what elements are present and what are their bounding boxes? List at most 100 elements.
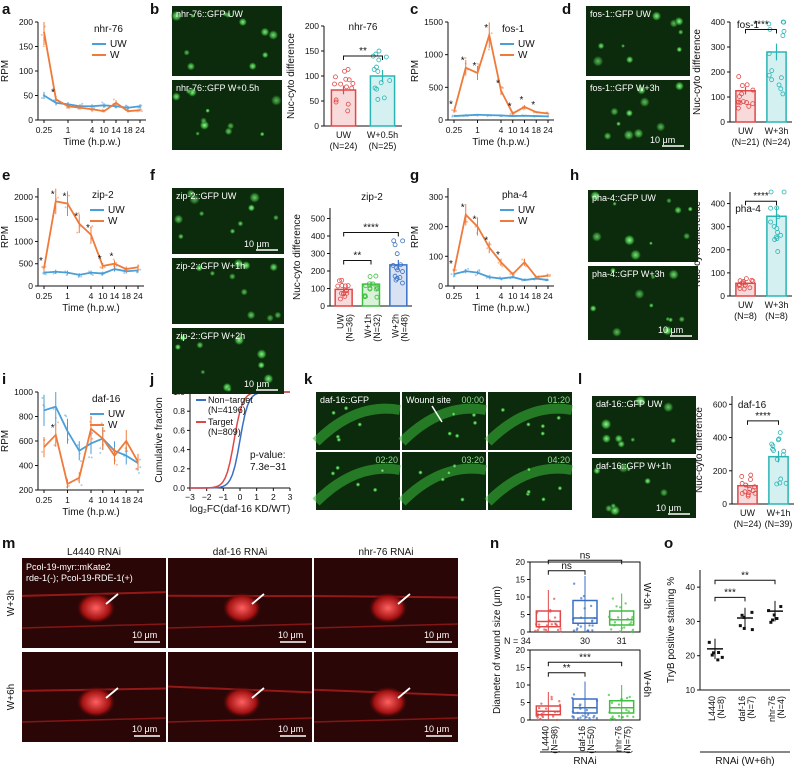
data-point: [618, 630, 622, 633]
y-tick-label: 500: [311, 214, 325, 224]
k-timestamp: 03:20: [461, 455, 484, 465]
m-membrane-line: [21, 623, 167, 629]
data-point: [750, 278, 756, 284]
nucleus-spot: [248, 61, 257, 71]
k-worm-body: [484, 403, 573, 446]
y-tick-label: 0.8: [173, 406, 185, 416]
m-strain-line-1: Pcol-19-myr::mKate2: [26, 562, 111, 572]
y-tick-label: 0: [314, 121, 319, 131]
data-point: [344, 290, 350, 296]
x-tick-label: 0.25: [36, 495, 53, 505]
w-replicate-point: [65, 106, 68, 109]
nucleus-spot: [246, 310, 256, 320]
nucleus-spot: [589, 190, 601, 202]
data-point: [339, 283, 345, 288]
significance-star: *: [461, 203, 465, 214]
y-tick-label: 0: [720, 117, 725, 127]
significance-label: ns: [580, 550, 591, 561]
m-wound-arrow: [105, 593, 119, 605]
data-point: [375, 97, 381, 102]
significance-bracket: [745, 29, 777, 34]
w-replicate-point: [490, 32, 493, 35]
y-tick-label: 200: [711, 67, 725, 77]
data-point: [579, 703, 582, 706]
nucleus-spot: [248, 191, 261, 204]
uw-replicate-point: [126, 450, 129, 453]
data-point: [778, 476, 784, 482]
nucleus-spot: [336, 437, 342, 443]
y-tick-label: 0: [320, 301, 325, 311]
nucleus-spot: [272, 214, 279, 221]
data-point: [400, 280, 405, 286]
bar-category-label: W+2h: [390, 314, 400, 338]
data-point: [586, 713, 590, 716]
significance-star: *: [508, 101, 512, 112]
nucleus-spot: [600, 418, 612, 431]
wound-arrow: [431, 405, 443, 423]
data-point: [740, 613, 744, 617]
x-tick-label: 0.25: [36, 125, 53, 135]
legend-label: W: [110, 50, 120, 61]
data-point: [613, 621, 617, 624]
uw-replicate-point: [139, 466, 142, 469]
bar-n-label: (N=32): [372, 314, 382, 342]
nucleus-spot: [269, 262, 279, 272]
h-w-caption: pha-4::GFP W+3h: [592, 269, 665, 279]
data-point: [373, 273, 379, 279]
data-point: [346, 77, 352, 83]
w-replicate-point: [466, 220, 469, 223]
box: [608, 610, 635, 626]
significance-label: **: [741, 570, 749, 581]
y-tick-label: 50: [310, 96, 320, 106]
data-point: [383, 54, 389, 60]
y-tick-label: 200: [19, 485, 33, 495]
y-axis-label: RPM: [410, 226, 421, 248]
h-uw-caption: pha-4::GFP UW: [592, 193, 656, 203]
nucleus-spot: [589, 304, 597, 313]
y-tick-label: 5: [520, 698, 525, 708]
data-point: [585, 708, 589, 712]
bar-n-label: (N=48): [399, 314, 409, 342]
data-point: [375, 69, 381, 74]
f-uw-caption: zip-2::GFP UW: [176, 191, 237, 201]
category-n-label: (N=4): [776, 696, 786, 719]
m-column-label: daf-16 RNAi: [213, 547, 267, 558]
y-tick-label: 0: [520, 715, 525, 725]
panel-j-cdf-chart: 0.00.20.40.60.81.0−3−2−10123log₂FC(daf-1…: [154, 387, 293, 515]
significance-star: *: [531, 100, 535, 111]
significance-star: *: [473, 215, 477, 226]
data-point: [343, 76, 349, 82]
data-point: [737, 94, 742, 99]
w-replicate-point: [489, 243, 492, 246]
m-column-label: nhr-76 RNAi: [358, 547, 413, 558]
x-axis-label: Time (h.p.w.): [63, 137, 120, 148]
data-point: [367, 286, 373, 292]
data-point: [775, 617, 779, 621]
data-point: [739, 280, 745, 286]
data-point: [778, 75, 784, 81]
data-point: [766, 51, 772, 56]
y-tick-label: 0: [28, 281, 33, 291]
category-n-label: (N=75): [623, 726, 633, 754]
w-replicate-point: [91, 437, 94, 440]
data-point: [770, 443, 776, 449]
y-axis-label: Nuc-cyto difference: [692, 29, 703, 115]
data-point: [744, 100, 749, 105]
legend-label: UW: [108, 205, 125, 216]
y-tick-label: 40: [686, 582, 696, 592]
data-point: [618, 718, 621, 722]
m-wound-region: [368, 592, 408, 624]
category-n-label: (N=7): [746, 696, 756, 719]
m-membrane-line: [313, 623, 459, 629]
data-point: [750, 610, 754, 614]
data-point: [631, 630, 635, 634]
data-point: [736, 74, 742, 79]
panel-label-c: c: [410, 1, 418, 18]
y-tick-label: 100: [305, 71, 319, 81]
n-bottom-condition-label: W+6h: [641, 671, 652, 697]
data-point: [712, 651, 716, 655]
x-tick-label: 2: [271, 492, 276, 502]
data-point: [768, 189, 774, 195]
w-replicate-point: [68, 194, 71, 197]
w-replicate-point: [81, 104, 84, 107]
